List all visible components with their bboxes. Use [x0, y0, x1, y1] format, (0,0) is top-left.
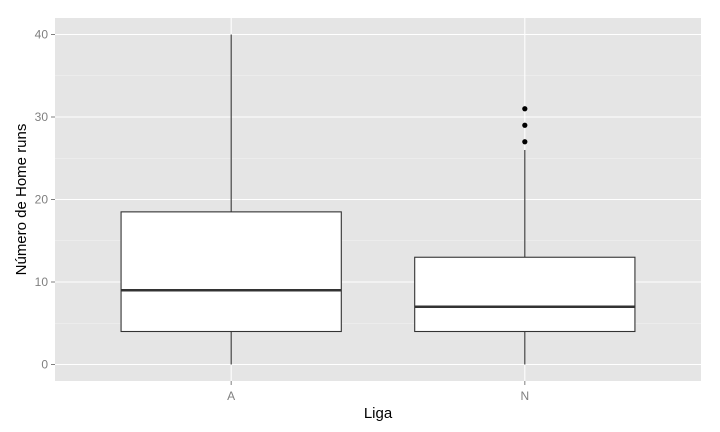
y-axis-title: Número de Home runs — [13, 124, 30, 276]
x-tick-label: A — [227, 389, 235, 403]
box-iqr — [414, 256, 636, 333]
y-tick-label: 40 — [35, 28, 49, 42]
y-tick-label: 10 — [35, 275, 49, 289]
x-axis-title: Liga — [364, 405, 393, 422]
box-iqr — [120, 211, 342, 333]
box-A — [120, 34, 342, 365]
x-tick-label: N — [520, 389, 529, 403]
box-series — [120, 34, 636, 365]
outlier-point — [522, 106, 528, 112]
box-N — [414, 106, 636, 365]
y-axis: 0 10 20 30 40 — [35, 28, 55, 372]
y-tick-label: 20 — [35, 193, 49, 207]
y-tick-label: 30 — [35, 110, 49, 124]
outlier-point — [522, 139, 528, 145]
outlier-point — [522, 122, 528, 128]
y-tick-label: 0 — [41, 358, 48, 372]
